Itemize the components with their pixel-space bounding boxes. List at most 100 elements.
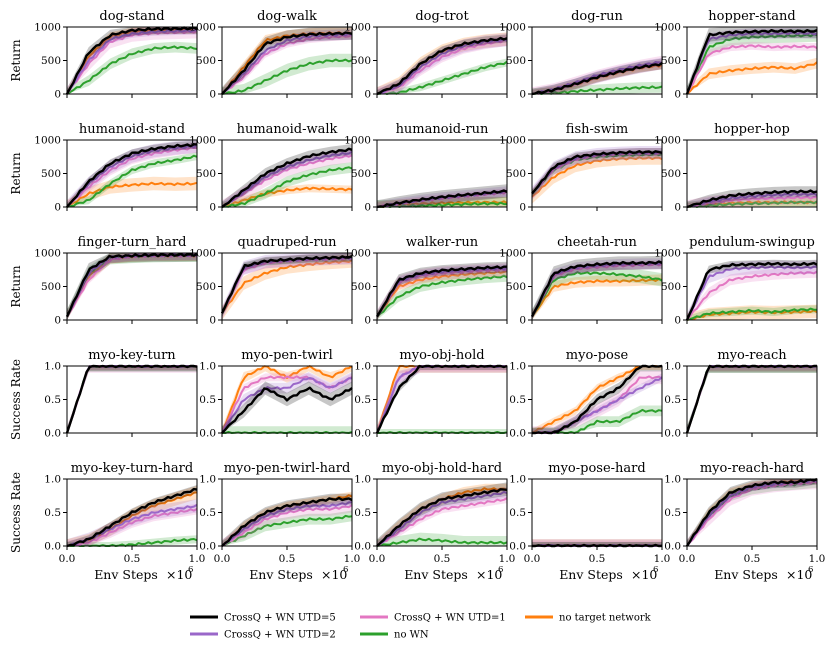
- y-tick-label: 0.0: [664, 428, 681, 440]
- panel-myo-reach: myo-reach 0.0 0.5 1.0: [664, 348, 818, 440]
- y-tick-label: 500: [661, 281, 681, 293]
- line-fish-swim-no-target-network: [531, 156, 663, 198]
- legend-label: no target network: [559, 613, 652, 624]
- line-dog-trot-no-WN: [376, 60, 508, 95]
- panel-title: dog-walk: [257, 9, 317, 24]
- panel-myo-reach-hard: myo-reach-hard 0.0 0.5 1.0 0.0 0.5 1.0 Env Step…: [664, 461, 825, 582]
- line-myo-pen-twirl-no-target-network: [221, 365, 353, 434]
- line-myo-obj-hold-hard-CrossQ-WN-UTD-1: [376, 497, 508, 547]
- y-tick-label: 1000: [344, 22, 371, 34]
- legend-label: CrossQ + WN UTD=1: [394, 613, 506, 624]
- y-tick-label: 0.0: [509, 541, 526, 553]
- panel-myo-pose: myo-pose 0.0 0.5 1.0: [509, 348, 663, 440]
- y-tick-label: 500: [351, 168, 371, 180]
- band-dog-walk-no-WN: [222, 53, 352, 94]
- legend: CrossQ + WN UTD=5 CrossQ + WN UTD=1 no tar…: [190, 613, 652, 641]
- band-quadruped-run-CrossQ-WN-UTD-2: [222, 253, 352, 320]
- x-axis-exponent-power: 6: [188, 565, 193, 575]
- panel-title: walker-run: [406, 235, 479, 250]
- band-cheetah-run-no-target-network: [532, 274, 662, 320]
- panel-myo-obj-hold-hard: myo-obj-hold-hard 0.0 0.5 1.0 0.0 0.5 1.0 Env S…: [354, 461, 515, 582]
- x-tick-label: 0.0: [369, 553, 386, 565]
- line-cheetah-run-no-target-network: [531, 278, 663, 318]
- line-finger-turn_hard-CrossQ-WN-UTD-5: [65, 252, 198, 318]
- y-tick-label: 500: [41, 168, 61, 180]
- panel-humanoid-stand: humanoid-stand 0 500 1000 Return: [9, 122, 198, 214]
- line-myo-pen-twirl-hard-CrossQ-WN-UTD-2: [221, 501, 353, 547]
- band-myo-pose-CrossQ-WN-UTD-1: [532, 370, 662, 433]
- x-tick-label: 0.5: [434, 553, 451, 565]
- panel-humanoid-run: humanoid-run 0 500 1000: [344, 122, 508, 214]
- x-tick-label: 1.0: [189, 553, 206, 565]
- band-fish-swim-CrossQ-WN-UTD-2: [532, 146, 662, 201]
- x-tick-label: 0.5: [279, 553, 296, 565]
- y-tick-label: 1.0: [44, 474, 61, 486]
- band-quadruped-run-no-WN: [222, 253, 352, 318]
- panel-title: myo-obj-hold-hard: [382, 461, 502, 476]
- panel-title: myo-pose: [566, 348, 629, 363]
- x-axis-exponent-power: 6: [498, 565, 503, 575]
- line-hopper-stand-no-target-network: [686, 61, 818, 95]
- y-tick-label: 0: [364, 202, 371, 214]
- panel-title: humanoid-stand: [79, 122, 185, 137]
- line-myo-key-turn-hard-CrossQ-WN-UTD-1: [66, 508, 198, 547]
- y-tick-label: 1.0: [509, 474, 526, 486]
- y-tick-label: 0.5: [199, 507, 216, 519]
- y-tick-label: 500: [351, 55, 371, 67]
- y-tick-label: 500: [506, 281, 526, 293]
- panel-title: cheetah-run: [557, 235, 637, 250]
- panel-humanoid-walk: humanoid-walk 0 500 1000: [189, 122, 353, 214]
- y-tick-label: 0.0: [354, 541, 371, 553]
- x-tick-label: 1.0: [344, 553, 361, 565]
- y-tick-label: 0.5: [44, 507, 61, 519]
- panel-pendulum-swingup: pendulum-swingup 0 500 1000: [654, 235, 818, 327]
- panel-myo-pose-hard: myo-pose-hard 0.0 0.5 1.0 0.0 0.5 1.0 Env Steps…: [509, 461, 670, 582]
- band-dog-walk-CrossQ-WN-UTD-2: [222, 29, 352, 94]
- x-tick-label: 0.5: [589, 553, 606, 565]
- y-axis-label: Return: [9, 39, 23, 81]
- x-axis-exponent-power: 6: [343, 565, 348, 575]
- y-axis-label: Success Rate: [9, 359, 23, 440]
- band-fish-swim-no-target-network: [532, 151, 662, 204]
- band-walker-run-no-target-network: [377, 267, 507, 320]
- y-tick-label: 0.5: [44, 394, 61, 406]
- band-pendulum-swingup-CrossQ-WN-UTD-5: [687, 259, 817, 320]
- y-axis-label: Success Rate: [9, 472, 23, 553]
- y-tick-label: 1000: [654, 135, 681, 147]
- panel-title: finger-turn_hard: [77, 235, 186, 250]
- panel-myo-key-turn: myo-key-turn 0.0 0.5 1.0 Success Rate: [9, 348, 198, 440]
- band-myo-obj-hold-hard-CrossQ-WN-UTD-2: [377, 487, 507, 546]
- y-tick-label: 0.5: [509, 507, 526, 519]
- y-tick-label: 0.0: [44, 541, 61, 553]
- x-tick-label: 1.0: [654, 553, 671, 565]
- line-myo-obj-hold-hard-CrossQ-WN-UTD-5: [376, 488, 508, 547]
- y-tick-label: 0: [364, 315, 371, 327]
- line-humanoid-stand-no-WN: [66, 154, 198, 208]
- line-dog-walk-CrossQ-WN-UTD-1: [221, 33, 353, 95]
- line-myo-pen-twirl-hard-CrossQ-WN-UTD-5: [221, 496, 353, 547]
- x-tick-label: 0.5: [124, 553, 141, 565]
- y-tick-label: 0: [209, 202, 216, 214]
- y-tick-label: 1000: [189, 248, 216, 260]
- line-hopper-stand-no-WN: [686, 33, 818, 95]
- line-myo-key-turn-CrossQ-WN-UTD-5: [65, 364, 198, 434]
- band-cheetah-run-no-WN: [532, 266, 662, 320]
- band-myo-pen-twirl-hard-CrossQ-WN-UTD-1: [222, 499, 352, 546]
- y-tick-label: 1000: [654, 22, 681, 34]
- band-hopper-stand-no-WN: [687, 28, 817, 94]
- panel-fish-swim: fish-swim 0 500 1000: [499, 122, 663, 214]
- panel-dog-trot: dog-trot 0 500 1000: [344, 9, 508, 101]
- line-pendulum-swingup-CrossQ-WN-UTD-5: [685, 261, 818, 321]
- y-tick-label: 500: [506, 55, 526, 67]
- band-cheetah-run-CrossQ-WN-UTD-5: [532, 255, 662, 320]
- line-myo-key-turn-hard-CrossQ-WN-UTD-5: [66, 487, 198, 548]
- band-myo-reach-CrossQ-WN-UTD-5: [687, 366, 817, 433]
- line-myo-pen-twirl-CrossQ-WN-UTD-5: [221, 386, 353, 434]
- line-myo-obj-hold-hard-no-WN: [376, 537, 508, 547]
- line-pendulum-swingup-CrossQ-WN-UTD-1: [686, 270, 818, 321]
- line-dog-run-no-WN: [531, 85, 663, 95]
- line-myo-reach-CrossQ-WN-UTD-5: [685, 364, 817, 434]
- line-myo-pen-twirl-CrossQ-WN-UTD-2: [221, 377, 353, 434]
- line-hopper-stand-CrossQ-WN-UTD-2: [686, 31, 818, 95]
